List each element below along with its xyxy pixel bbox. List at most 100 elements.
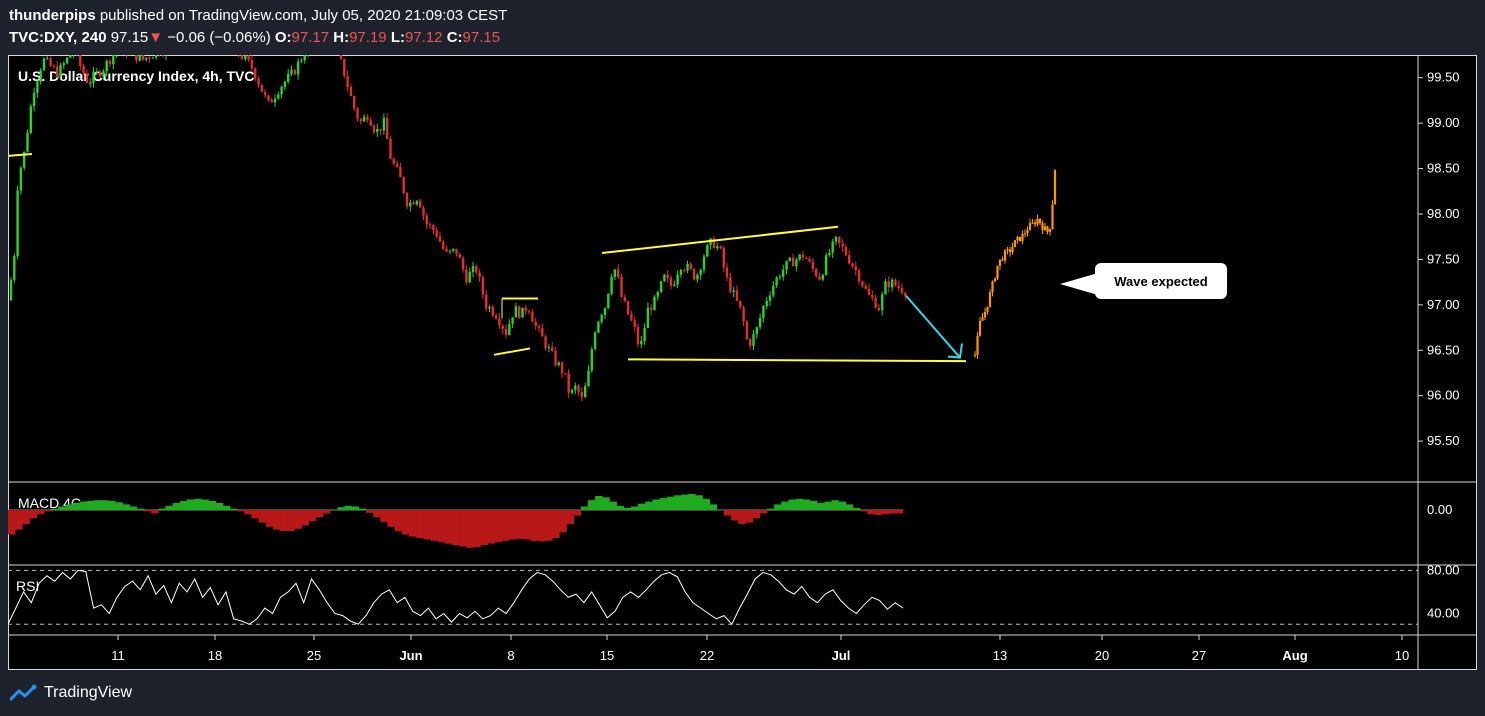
- candle-body: [42, 58, 46, 71]
- candle-body: [725, 267, 729, 278]
- macd-tick-label: 0.00: [1427, 502, 1452, 517]
- author-name[interactable]: thunderpips: [9, 7, 96, 24]
- candles-group: [9, 55, 907, 402]
- macd-bar: [194, 498, 202, 510]
- candle-body: [564, 373, 567, 375]
- macd-bar: [745, 510, 753, 523]
- price-tick-label: 96.00: [1427, 388, 1460, 403]
- candle-body: [19, 167, 23, 191]
- candle-body: [864, 285, 867, 289]
- macd-bar: [487, 510, 496, 544]
- candle-body: [521, 307, 524, 318]
- x-tick-label: 11: [111, 648, 125, 663]
- candle-body: [778, 276, 782, 278]
- candle-body: [580, 391, 584, 398]
- macd-histogram: [8, 493, 904, 548]
- candle-body: [557, 362, 560, 365]
- candle-body: [468, 272, 471, 283]
- macd-bar: [444, 510, 453, 544]
- candle-body: [438, 236, 442, 242]
- macd-bar: [172, 503, 181, 510]
- macd-bar: [423, 510, 431, 540]
- macd-bar: [580, 506, 589, 510]
- open-label: O:: [274, 29, 292, 46]
- candle-body: [838, 236, 841, 244]
- footer: TradingView: [10, 683, 132, 703]
- macd-bar: [702, 498, 710, 510]
- tradingview-brand[interactable]: TradingView: [44, 684, 133, 701]
- candle-body: [650, 307, 653, 311]
- candle-body: [617, 269, 620, 277]
- macd-bar: [380, 510, 388, 522]
- rsi-line: [8, 569, 904, 626]
- macd-bar: [280, 510, 288, 531]
- candle-body: [640, 340, 643, 345]
- projection-candle: [1043, 226, 1047, 231]
- macd-bar: [115, 502, 123, 510]
- chart-canvas[interactable]: 99.50 99.00 98.50 98.00 97.50 97.00 96.50 96.00…: [8, 55, 1477, 670]
- macd-bar: [466, 510, 474, 548]
- x-tick-label: 10: [1395, 648, 1409, 663]
- candle-body: [600, 314, 603, 322]
- flag-lower-line: [493, 347, 531, 356]
- macd-bar: [101, 500, 109, 510]
- candle-body: [785, 260, 788, 270]
- macd-bar: [831, 500, 839, 510]
- x-tick-label: 18: [208, 648, 222, 663]
- price-tick-label: 98.00: [1427, 206, 1460, 221]
- macd-bar: [802, 499, 811, 510]
- macd-bar: [759, 510, 768, 514]
- candle-body: [508, 323, 511, 335]
- price-tick-label: 96.50: [1427, 342, 1460, 357]
- projection-candle: [1016, 236, 1019, 241]
- macd-bar: [881, 510, 889, 515]
- macd-bar: [566, 510, 574, 524]
- candle-body: [46, 58, 49, 60]
- macd-bar: [552, 510, 560, 538]
- macd-bar: [201, 499, 209, 510]
- candle-body: [798, 254, 801, 260]
- chart-frame: [8, 55, 1477, 670]
- candle-body: [749, 339, 752, 346]
- candle-body: [755, 327, 758, 335]
- macd-bar: [716, 510, 725, 511]
- macd-bar: [129, 506, 138, 510]
- candle-body: [32, 92, 36, 107]
- macd-bar: [738, 510, 746, 524]
- candle-body: [141, 55, 145, 60]
- candle-body: [646, 307, 650, 328]
- candle-body: [630, 314, 633, 321]
- macd-bar: [573, 510, 582, 516]
- candle-body: [534, 321, 537, 327]
- low-value: 97.12: [404, 29, 443, 46]
- candle-body: [663, 274, 666, 282]
- candle-body: [656, 292, 659, 297]
- projection-candle: [1021, 233, 1024, 242]
- candle-body: [108, 60, 112, 65]
- open-value: 97.17: [291, 29, 330, 46]
- candle-body: [841, 243, 844, 247]
- channel-upper-line: [601, 225, 839, 255]
- macd-bar: [144, 510, 152, 512]
- macd-bar: [351, 506, 360, 510]
- tradingview-logo-icon[interactable]: [10, 684, 38, 702]
- macd-bar: [530, 510, 539, 541]
- x-tick-label: 13: [993, 648, 1007, 663]
- macd-bar: [222, 505, 231, 510]
- candle-body: [475, 266, 478, 273]
- candle-body: [85, 73, 89, 83]
- candle-body: [240, 55, 244, 60]
- macd-bar: [208, 500, 216, 510]
- symbol-info: TVC:DXY, 240 97.15▼ −0.06 (−0.06%) O:97.…: [9, 29, 500, 46]
- macd-bar: [473, 510, 481, 548]
- candle-body: [273, 98, 277, 103]
- candle-body: [62, 63, 65, 66]
- macd-bar: [22, 510, 30, 524]
- candle-body: [795, 259, 798, 267]
- down-arrow-icon: ▼: [148, 29, 164, 46]
- macd-bar: [416, 510, 424, 538]
- last-price: 97.15: [110, 29, 149, 46]
- candle-body: [597, 321, 600, 333]
- wave-expected-callout: Wave expected: [1060, 263, 1227, 299]
- candle-body: [636, 327, 640, 345]
